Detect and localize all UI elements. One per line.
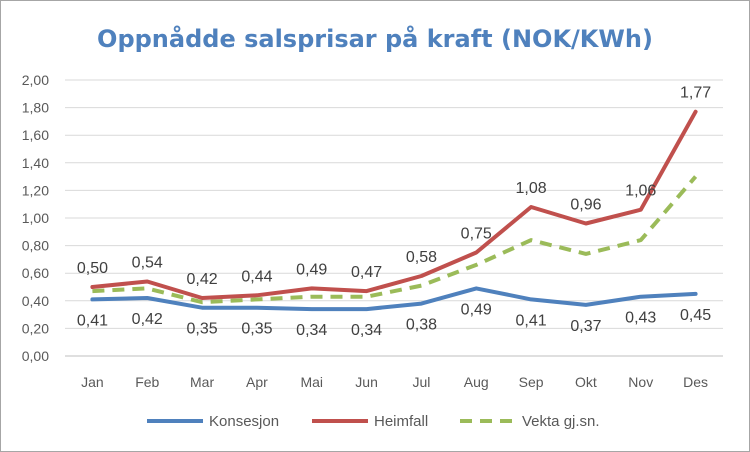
data-label: 0,44 bbox=[241, 268, 272, 285]
data-label: 0,34 bbox=[296, 322, 327, 339]
x-axis-ticks: Jan Feb Mar Apr Mai Jun Jul Aug Sep Okt Nov Des bbox=[81, 374, 708, 390]
x-tick-label: Aug bbox=[464, 374, 489, 390]
data-label: 0,34 bbox=[351, 322, 382, 339]
legend-entry: Vekta gj.sn. bbox=[522, 413, 600, 430]
data-label: 0,58 bbox=[406, 249, 437, 266]
y-tick-label: 0,00 bbox=[22, 348, 49, 364]
data-label: 0,41 bbox=[516, 312, 547, 329]
x-tick-label: Feb bbox=[135, 374, 159, 390]
data-label: 0,41 bbox=[77, 312, 108, 329]
y-tick-label: 0,60 bbox=[22, 265, 49, 281]
x-tick-label: Okt bbox=[575, 374, 597, 390]
x-tick-label: Mar bbox=[190, 374, 214, 390]
y-tick-label: 0,20 bbox=[22, 320, 49, 336]
x-tick-label: Jul bbox=[412, 374, 430, 390]
data-label: 0,43 bbox=[625, 310, 656, 327]
data-label: 0,42 bbox=[132, 311, 163, 328]
series-line bbox=[92, 175, 698, 305]
y-tick-label: 2,00 bbox=[22, 72, 49, 88]
y-tick-label: 0,80 bbox=[22, 238, 49, 254]
data-label: 0,47 bbox=[351, 264, 382, 281]
data-label: 0,45 bbox=[680, 307, 711, 324]
legend-entry: Konsesjon bbox=[209, 413, 279, 430]
data-label: 0,35 bbox=[241, 321, 272, 338]
legend-entry: Heimfall bbox=[374, 413, 428, 430]
x-tick-label: Sep bbox=[519, 374, 544, 390]
y-tick-label: 1,00 bbox=[22, 210, 49, 226]
data-label: 0,49 bbox=[461, 301, 492, 318]
y-axis-ticks: 0,00 0,20 0,40 0,60 0,80 1,00 1,20 1,40 1,60 1,80… bbox=[22, 72, 49, 364]
x-tick-label: Mai bbox=[300, 374, 323, 390]
x-tick-label: Nov bbox=[628, 374, 653, 390]
x-tick-label: Apr bbox=[246, 374, 268, 390]
legend: Konsesjon Heimfall Vekta gj.sn. bbox=[147, 413, 600, 430]
data-label: 1,08 bbox=[516, 180, 547, 197]
data-label: 0,96 bbox=[570, 197, 601, 214]
x-tick-label: Jan bbox=[81, 374, 104, 390]
y-tick-label: 1,20 bbox=[22, 182, 49, 198]
data-label: 0,38 bbox=[406, 317, 437, 334]
x-tick-label: Des bbox=[683, 374, 708, 390]
gridlines bbox=[65, 79, 723, 357]
y-tick-label: 1,60 bbox=[22, 127, 49, 143]
data-label: 1,06 bbox=[625, 183, 656, 200]
data-label: 1,77 bbox=[680, 85, 711, 102]
series-line bbox=[90, 109, 698, 300]
y-tick-label: 1,40 bbox=[22, 155, 49, 171]
data-label: 0,75 bbox=[461, 226, 492, 243]
data-label: 0,50 bbox=[77, 260, 108, 277]
chart-title: Oppnådde salsprisar på kraft (NOK/KWh) bbox=[97, 24, 653, 53]
data-label: 0,54 bbox=[132, 254, 163, 271]
y-tick-label: 0,40 bbox=[22, 293, 49, 309]
series-lines bbox=[90, 109, 698, 312]
data-label: 0,42 bbox=[187, 271, 218, 288]
x-tick-label: Jun bbox=[355, 374, 378, 390]
y-tick-label: 1,80 bbox=[22, 100, 49, 116]
data-label: 0,37 bbox=[570, 318, 601, 335]
data-label: 0,35 bbox=[187, 321, 218, 338]
data-label: 0,49 bbox=[296, 261, 327, 278]
data-labels: 0,41 0,42 0,35 0,35 0,34 0,34 0,38 0,49 0,41 0,37… bbox=[77, 85, 711, 339]
series-line bbox=[90, 286, 698, 312]
